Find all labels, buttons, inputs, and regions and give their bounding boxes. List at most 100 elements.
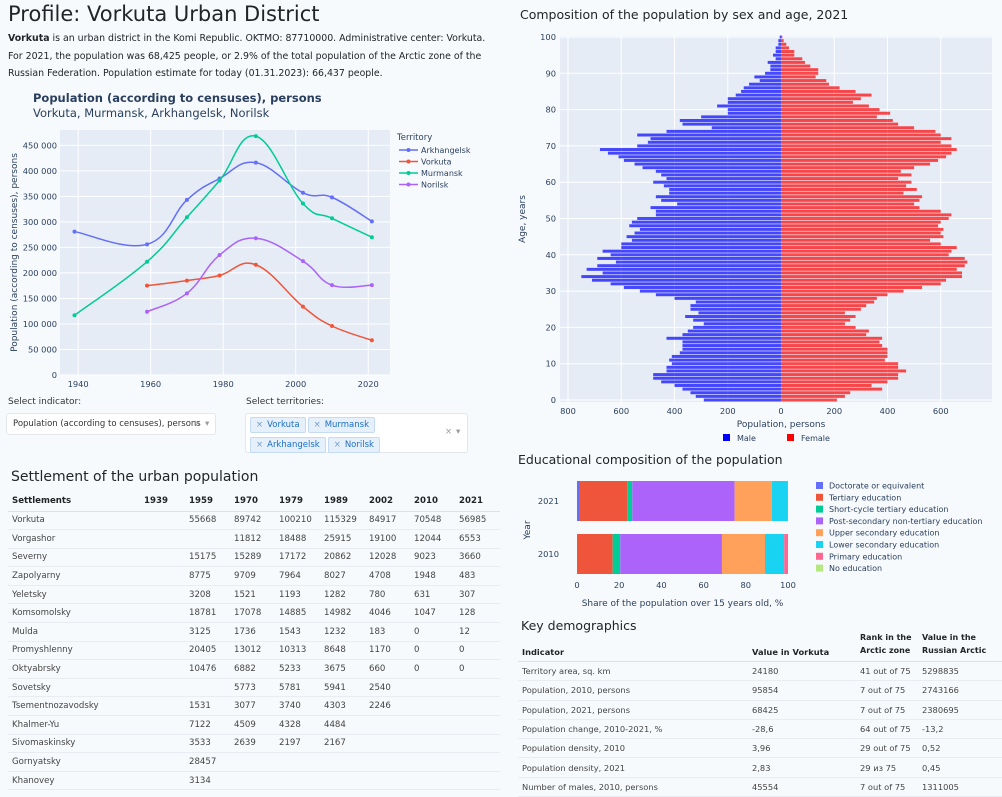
table-cell: 24180 <box>752 666 779 677</box>
female-bar <box>781 278 947 282</box>
male-bar <box>682 387 781 391</box>
table-cell: 1521 <box>234 589 256 600</box>
table-cell <box>185 530 230 549</box>
table-cell <box>140 716 185 735</box>
legend-label: Vorkuta <box>421 158 452 167</box>
legend-label: Norilsk <box>421 181 449 190</box>
legend-swatch <box>816 517 823 525</box>
table-cell: Number of males, 2010, persons <box>522 781 658 792</box>
male-bar <box>637 217 781 220</box>
female-bar <box>781 318 851 322</box>
female-bar <box>781 177 899 181</box>
x-tick-label: 2000 <box>285 379 306 389</box>
table-cell: 4303 <box>324 701 346 712</box>
male-bar <box>621 246 781 250</box>
table-row: Tsementnozavodsky 1531 3077 3740 4303 2246 <box>8 697 500 716</box>
chevron-down-icon[interactable]: ▾ <box>456 427 461 437</box>
male-bar <box>661 380 781 384</box>
male-bar <box>615 260 781 264</box>
line-chart-title: Population (according to censuses), pers… <box>33 91 322 105</box>
clear-icon[interactable]: × <box>194 419 202 429</box>
male-bar <box>727 108 781 112</box>
remove-tag-icon[interactable]: × <box>256 420 264 430</box>
intro-paragraph: Vorkuta is an urban district in the Komi… <box>8 30 498 83</box>
table-cell <box>275 771 320 790</box>
table-cell <box>140 511 185 530</box>
data-point <box>145 242 150 247</box>
table-cell: Population, 2010, persons <box>522 685 631 696</box>
table-row: Sovetsky 5773 5781 5941 2540 <box>8 678 500 697</box>
territories-multiselect[interactable]: × Vorkuta × Murmansk× Arkhangelsk × Norilsk × … <box>245 413 468 453</box>
table-cell: 3125 <box>189 626 211 637</box>
male-bar <box>695 394 781 398</box>
table-cell <box>410 678 455 697</box>
female-bar <box>781 260 968 264</box>
territories-label: Select territories: <box>246 397 324 407</box>
female-bar <box>781 275 963 279</box>
column-header: 1970 <box>234 495 258 506</box>
female-bar <box>781 249 952 253</box>
table-row: Population, 2021, persons 68425 7 out of 7… <box>518 700 1002 720</box>
female-bar <box>781 119 893 122</box>
male-bar <box>775 57 781 61</box>
table-row: Sivomaskinsky 3533 2639 2197 2167 <box>8 734 500 753</box>
female-bar <box>781 209 941 213</box>
male-bar <box>682 344 781 348</box>
legend-swatch <box>816 564 823 572</box>
table-cell: 12 <box>459 626 470 637</box>
education-stacked-chart: 2021 2010 0 20 40 60 80 100 Share of the populat… <box>523 481 982 609</box>
table-cell: Vorkuta <box>12 515 45 526</box>
clear-all-icon[interactable]: × <box>445 427 453 437</box>
y-tick-label: 60 <box>545 177 556 187</box>
remove-tag-icon[interactable]: × <box>333 440 341 450</box>
male-bar <box>703 398 781 402</box>
table-cell: 660 <box>369 664 386 675</box>
table-cell: 14885 <box>279 608 307 619</box>
remove-tag-icon[interactable]: × <box>313 420 321 430</box>
male-bar <box>581 275 781 279</box>
table-row: Population density, 2021 2,83 29 из 75 0,45 <box>518 758 1002 778</box>
table-cell: 14982 <box>324 608 352 619</box>
table-cell: 128 <box>459 608 476 619</box>
indicator-select[interactable]: Population (according to censuses), pers… <box>6 413 216 435</box>
remove-tag-icon[interactable]: × <box>256 440 264 450</box>
female-bar <box>781 126 915 130</box>
territory-tag[interactable]: × Murmansk <box>307 417 375 433</box>
male-bar <box>621 242 781 246</box>
male-bar <box>765 71 781 75</box>
male-bar <box>655 293 781 297</box>
table-cell: 20405 <box>189 645 217 656</box>
legend-marker <box>406 159 411 164</box>
chevron-down-icon[interactable]: ▾ <box>205 419 210 429</box>
data-point <box>369 219 374 224</box>
y-tick-label: 450 000 <box>23 140 57 150</box>
y-tick-label: 30 <box>545 286 556 296</box>
territory-tag[interactable]: × Vorkuta <box>250 417 306 433</box>
table-cell: Yeletsky <box>12 589 47 600</box>
female-bar <box>781 53 795 57</box>
male-bar <box>679 351 781 355</box>
x-tick-label: 40 <box>656 580 667 590</box>
female-bar <box>781 35 783 39</box>
male-bar <box>711 126 781 130</box>
data-point <box>184 278 189 283</box>
female-bar <box>781 394 845 398</box>
female-bar <box>781 75 816 79</box>
y-tick-label: 0 <box>52 370 57 380</box>
male-bar <box>634 162 781 166</box>
male-bar <box>749 82 781 86</box>
female-bar <box>781 122 899 126</box>
female-bar <box>781 137 952 141</box>
female-bar <box>781 184 907 188</box>
female-bar <box>781 100 853 104</box>
territory-tag[interactable]: × Norilsk <box>327 437 380 453</box>
territory-tag[interactable]: × Arkhangelsk <box>250 437 326 453</box>
education-title: Educational composition of the populatio… <box>518 452 783 467</box>
edu-segment <box>765 534 785 574</box>
female-bar <box>781 213 952 217</box>
y-tick-label: 0 <box>551 395 556 405</box>
table-cell: 780 <box>369 589 386 600</box>
key-demographics-title: Key demographics <box>521 618 637 633</box>
female-bar <box>781 358 885 362</box>
female-bar <box>781 227 944 231</box>
